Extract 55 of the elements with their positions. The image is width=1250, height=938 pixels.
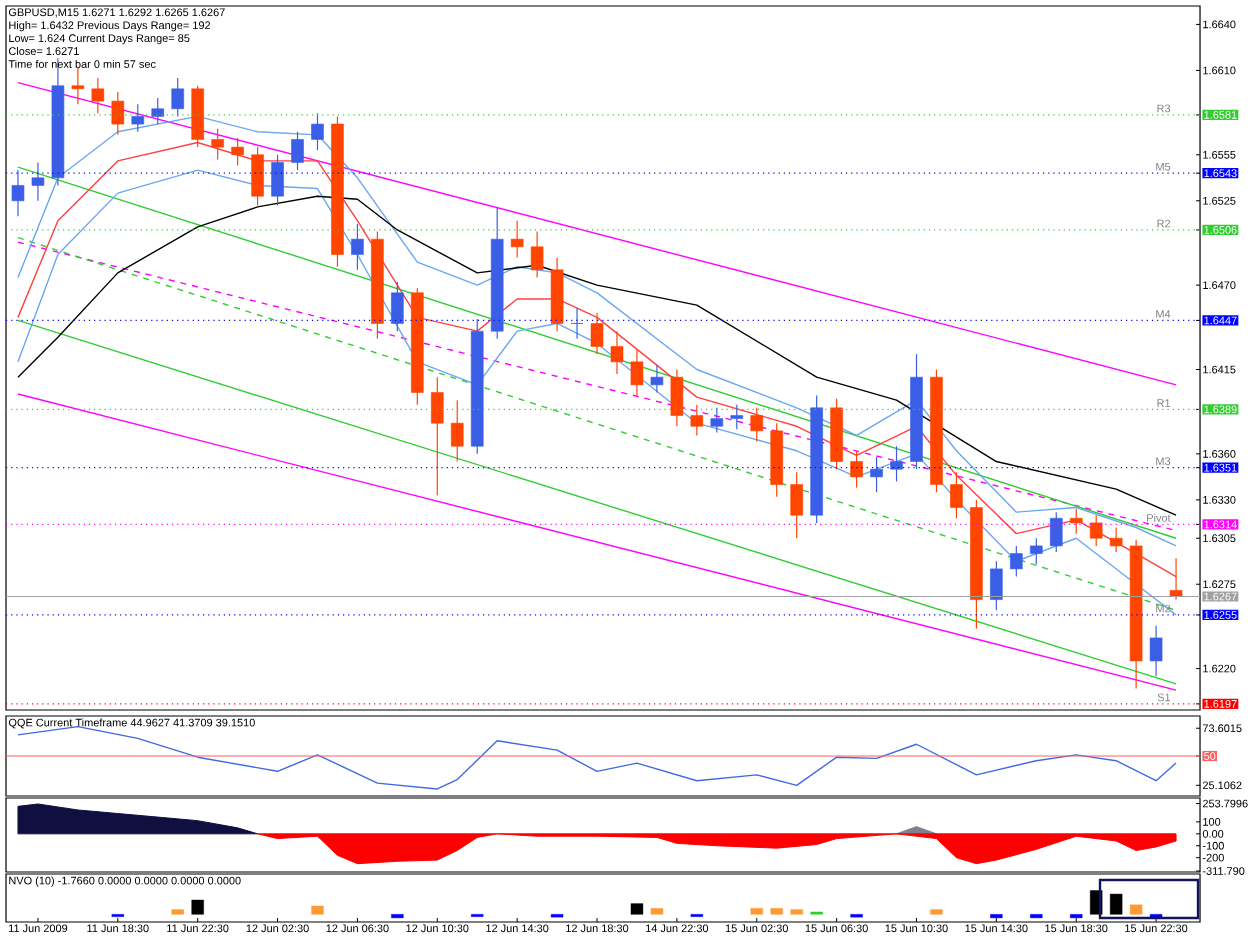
candlestick [391,281,404,332]
candlestick [850,450,863,489]
candlestick [710,407,724,433]
candlestick [211,128,224,160]
candlestick [431,376,444,496]
line-series [17,725,1177,790]
bar [1109,893,1123,915]
candlestick [171,77,184,118]
candlestick [1049,511,1063,553]
candlestick [1030,537,1043,565]
candlestick [870,456,883,493]
bar [650,908,664,915]
candlestick [1149,625,1163,677]
candlestick [131,103,145,133]
bar [171,909,184,915]
candlestick [570,307,584,340]
bar [1129,904,1143,915]
candlestick [1169,557,1183,601]
bar [930,909,943,915]
candlestick [251,146,264,206]
candlestick [311,112,324,151]
candlestick [71,66,85,105]
candlestick [1010,545,1023,578]
candlestick [11,169,25,217]
candlestick [630,348,644,397]
candlestick [91,77,105,114]
candlestick [151,97,165,125]
candlestick [271,154,284,206]
bar [750,908,763,915]
candlestick [1109,526,1123,553]
candlestick [790,471,803,539]
bar [630,903,644,915]
candlestick [450,399,464,463]
candlestick [670,368,684,427]
bar [790,909,803,915]
candlestick [1089,514,1103,547]
candlestick [690,404,704,437]
candlestick [1069,508,1083,535]
candlestick [351,223,364,271]
candlestick [291,131,304,171]
candlestick [950,471,963,519]
candlestick [590,312,604,355]
candlestick [990,560,1003,611]
candlestick [650,364,664,394]
candlestick [530,230,544,279]
candlestick [231,137,244,167]
bar [311,905,324,915]
candlestick [510,220,524,259]
candlestick [610,330,624,375]
candlestick [750,407,764,443]
candlestick [730,404,744,430]
candlestick [890,445,903,483]
candlestick [31,161,45,202]
candlestick [111,91,125,136]
bar [770,908,783,915]
